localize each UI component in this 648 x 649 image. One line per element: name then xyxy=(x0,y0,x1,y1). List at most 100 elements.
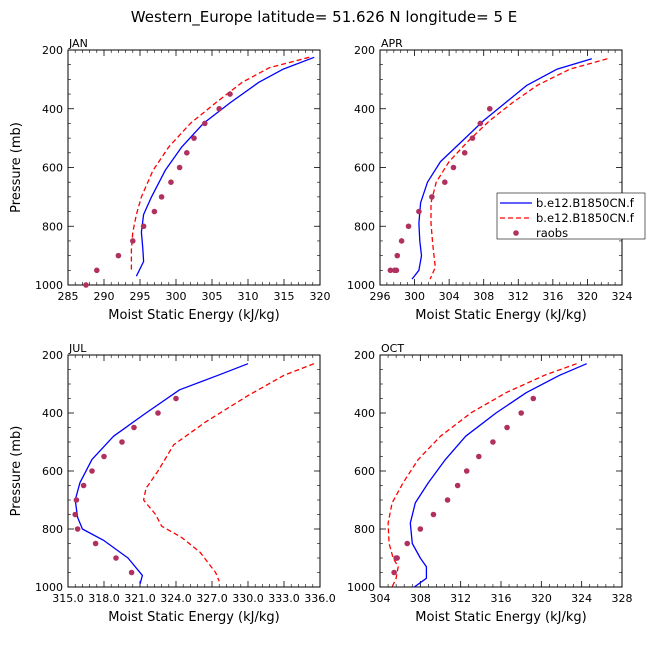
oct-raobs-point xyxy=(530,395,537,402)
x-tick-label: 300 xyxy=(166,290,187,303)
jul-raobs-point xyxy=(101,453,107,460)
y-tick-label: 400 xyxy=(354,407,375,420)
panel-apr: APR 296 300 304 308 312 316 320 324 200 400 600 800 1… xyxy=(347,37,633,323)
x-tick-label: 328 xyxy=(612,592,633,605)
apr-series-solid-line xyxy=(411,58,592,280)
x-tick-label: 308 xyxy=(473,290,494,303)
apr-raobs-point xyxy=(442,179,448,185)
y-tick-label: 400 xyxy=(42,103,63,116)
x-tick-label: 324 xyxy=(571,592,592,605)
x-tick-label: 318.0 xyxy=(88,592,120,605)
apr-series-dashed-line xyxy=(429,58,608,280)
oct-raobs-point xyxy=(404,540,411,547)
x-axis-label: Moist Static Energy (kJ/kg) xyxy=(108,610,279,625)
y-tick-label: 600 xyxy=(42,465,63,478)
y-tick-label: 800 xyxy=(354,220,375,233)
oct-series-dashed-line xyxy=(387,363,577,588)
apr-raobs-point xyxy=(398,238,405,244)
apr-raobs-point xyxy=(469,135,476,141)
y-tick-label: 800 xyxy=(42,523,63,536)
y-tick-label: 200 xyxy=(42,44,63,57)
jul-raobs-point xyxy=(89,468,95,474)
x-axis-label: Moist Static Energy (kJ/kg) xyxy=(415,610,586,625)
apr-raobs-point xyxy=(450,164,457,171)
legend: b.e12.B1850CN.f b.e12.B1850CN.f raobs xyxy=(496,192,646,240)
oct-raobs-point xyxy=(476,453,482,460)
jul-raobs-point xyxy=(128,569,135,576)
y-tick-label: 1000 xyxy=(347,581,375,594)
jan-raobs-point xyxy=(168,179,174,185)
x-axis-label: Moist Static Energy (kJ/kg) xyxy=(415,308,586,323)
legend-label-model1: b.e12.B1850CN.f xyxy=(536,196,635,210)
oct-series-solid-line xyxy=(409,363,587,588)
x-tick-label: 308 xyxy=(410,592,431,605)
x-tick-label: 320 xyxy=(531,592,552,605)
plot-frame xyxy=(379,354,623,588)
jan-raobs-point xyxy=(83,282,89,288)
y-tick-label: 200 xyxy=(354,44,375,57)
legend-box xyxy=(496,192,646,240)
y-tick-label: 600 xyxy=(354,465,375,478)
apr-raobs-point xyxy=(416,208,422,215)
jan-series-dashed-line xyxy=(130,56,310,271)
x-tick-label: 312 xyxy=(508,290,529,303)
oct-raobs-point xyxy=(417,526,424,532)
y-tick-label: 400 xyxy=(354,103,375,116)
jul-raobs-point xyxy=(73,497,80,503)
plot-frame xyxy=(67,354,321,588)
x-tick-label: 312 xyxy=(450,592,471,605)
oct-raobs-point xyxy=(454,482,461,489)
x-tick-label: 320 xyxy=(310,290,331,303)
x-tick-label: 295 xyxy=(130,290,151,303)
y-tick-label: 1000 xyxy=(35,279,63,292)
x-tick-label: 333.0 xyxy=(268,592,300,605)
oct-raobs-point xyxy=(394,555,400,561)
y-tick-label: 1000 xyxy=(347,279,375,292)
jan-raobs-point xyxy=(94,267,100,274)
apr-raobs-point xyxy=(394,252,401,259)
jan-raobs-point xyxy=(176,164,183,171)
y-tick-label: 600 xyxy=(42,162,63,175)
x-tick-label: 296 xyxy=(370,290,391,303)
x-tick-label: 324.0 xyxy=(160,592,192,605)
x-tick-label: 285 xyxy=(58,290,79,303)
panel-label: JAN xyxy=(68,37,88,50)
oct-raobs-point xyxy=(490,439,496,445)
x-tick-label: 336.0 xyxy=(304,592,336,605)
legend-label-model2: b.e12.B1850CN.f xyxy=(536,211,635,225)
panel-jan: JAN 285 290 295 300 305 310 315 320 200 400 600 800 1… xyxy=(9,37,331,323)
y-tick-label: 200 xyxy=(354,349,375,362)
jul-raobs-point xyxy=(92,540,99,547)
x-tick-label: 300 xyxy=(404,290,425,303)
jan-raobs-point xyxy=(202,120,208,127)
jul-series-dashed-line xyxy=(142,363,315,582)
panel-oct: OCT 304 308 312 316 320 324 328 200 400 600 800 1000… xyxy=(347,342,633,625)
x-tick-label: 316 xyxy=(542,290,563,303)
y-tick-label: 600 xyxy=(354,162,375,175)
apr-raobs-point xyxy=(461,150,468,156)
plot-frame xyxy=(67,49,321,286)
legend-marker-raobs xyxy=(513,230,519,236)
apr-raobs-point xyxy=(477,120,484,127)
y-tick-label: 400 xyxy=(42,407,63,420)
y-tick-label: 200 xyxy=(42,349,63,362)
apr-raobs-point xyxy=(391,267,398,274)
jul-raobs-point xyxy=(113,555,119,561)
jan-series-solid-line xyxy=(135,56,315,277)
y-tick-label: 800 xyxy=(354,523,375,536)
panel-jul: JUL 315.0 318.0 321.0 324.0 327.0 330.0 333.0 33… xyxy=(9,342,336,625)
y-axis-label: Pressure (mb) xyxy=(9,426,24,517)
panel-label: APR xyxy=(381,37,403,50)
x-tick-label: 310 xyxy=(238,290,259,303)
x-tick-label: 316 xyxy=(491,592,512,605)
x-tick-label: 305 xyxy=(202,290,223,303)
x-tick-label: 320 xyxy=(577,290,598,303)
oct-raobs-point xyxy=(391,569,397,576)
jan-raobs-point xyxy=(158,194,165,200)
jul-raobs-point xyxy=(155,410,161,416)
jan-raobs-point xyxy=(191,135,197,141)
jul-raobs-point xyxy=(74,526,81,532)
x-tick-label: 327.0 xyxy=(196,592,228,605)
jan-raobs-point xyxy=(140,223,147,230)
